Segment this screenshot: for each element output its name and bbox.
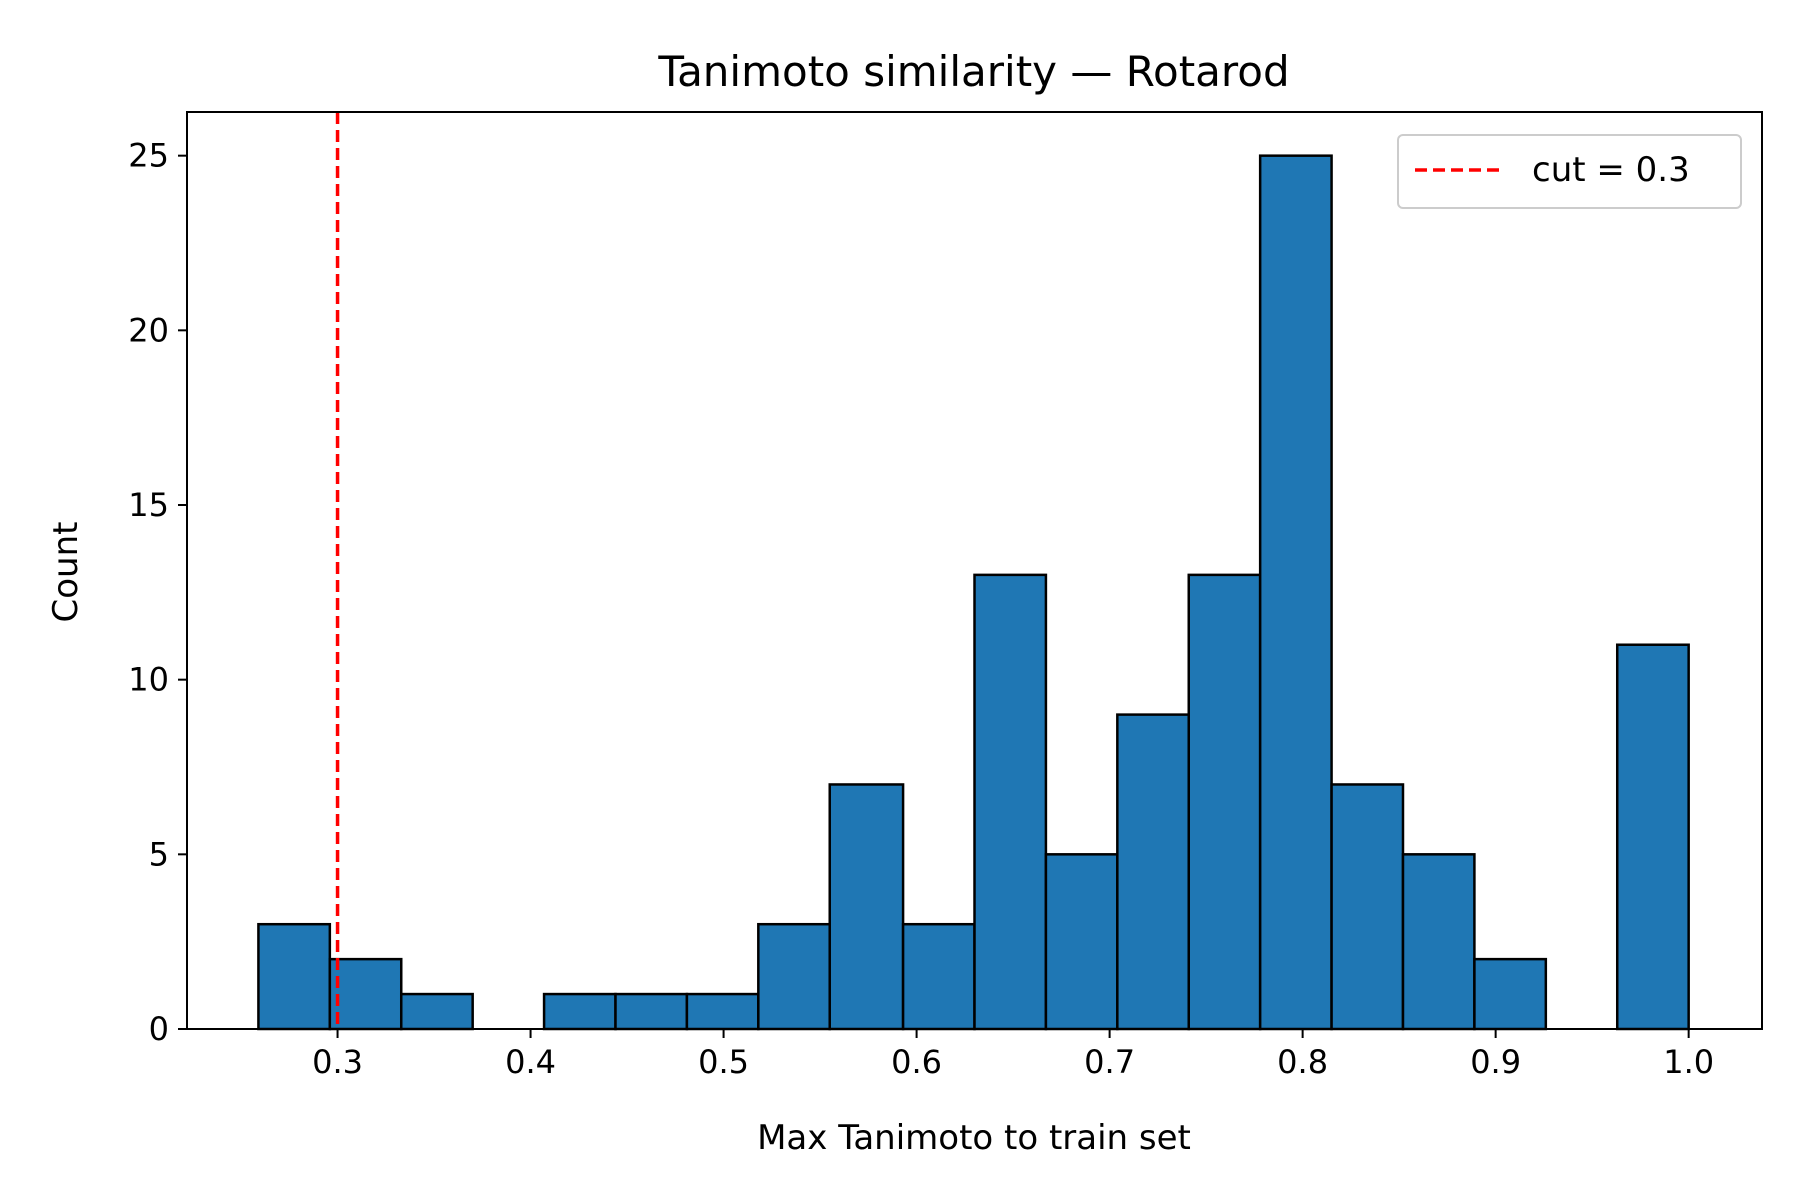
x-tick-label: 0.7	[1084, 1043, 1135, 1081]
x-axis-ticks: 0.3 0.4 0.5 0.6 0.7 0.8 0.9 1.0	[312, 1029, 1714, 1081]
histogram-bar	[685, 992, 760, 1031]
plot-frame	[186, 111, 1763, 1030]
histogram-bar	[542, 992, 617, 1031]
histogram-bar	[757, 922, 831, 1031]
x-tick-label: 0.5	[698, 1043, 749, 1081]
y-tick-label: 15	[128, 486, 169, 524]
bars-group	[257, 154, 1690, 1031]
y-tick-label: 0	[149, 1010, 169, 1048]
x-tick-label: 0.3	[312, 1043, 363, 1081]
histogram-bar	[614, 992, 689, 1031]
legend-cut-label: cut = 0.3	[1532, 150, 1690, 190]
legend: cut = 0.3	[1397, 134, 1742, 209]
y-tick-label: 20	[128, 311, 169, 349]
histogram-bar	[1401, 853, 1476, 1031]
y-tick-label: 25	[128, 137, 169, 175]
histogram-bar	[257, 922, 332, 1031]
histogram-bar	[1044, 853, 1119, 1031]
histogram-bar	[399, 992, 474, 1031]
x-tick-label: 0.8	[1277, 1043, 1328, 1081]
legend-box	[1397, 134, 1742, 209]
x-axis-label: Max Tanimoto to train set	[757, 1118, 1191, 1158]
histogram-bar	[1258, 154, 1333, 1031]
y-tick-label: 5	[149, 835, 169, 873]
histogram-bar	[1187, 573, 1262, 1031]
histogram-bar	[1473, 957, 1548, 1031]
histogram-bar	[1615, 643, 1690, 1031]
chart-title: Tanimoto similarity — Rotarod	[657, 47, 1289, 96]
histogram-bar	[1330, 783, 1405, 1031]
histogram-bar	[328, 957, 403, 1031]
x-tick-label: 0.6	[891, 1043, 942, 1081]
histogram-bar	[1116, 713, 1190, 1031]
x-tick-label: 0.4	[505, 1043, 556, 1081]
y-axis-ticks: 0 5 10 15 20 25	[128, 137, 187, 1048]
histogram-bar	[901, 922, 976, 1031]
histogram-bar	[973, 573, 1048, 1031]
y-axis-label: Count	[46, 522, 86, 623]
x-tick-label: 0.9	[1470, 1043, 1521, 1081]
x-tick-label: 1.0	[1663, 1043, 1714, 1081]
y-tick-label: 10	[128, 661, 169, 699]
histogram-bar	[828, 783, 905, 1031]
